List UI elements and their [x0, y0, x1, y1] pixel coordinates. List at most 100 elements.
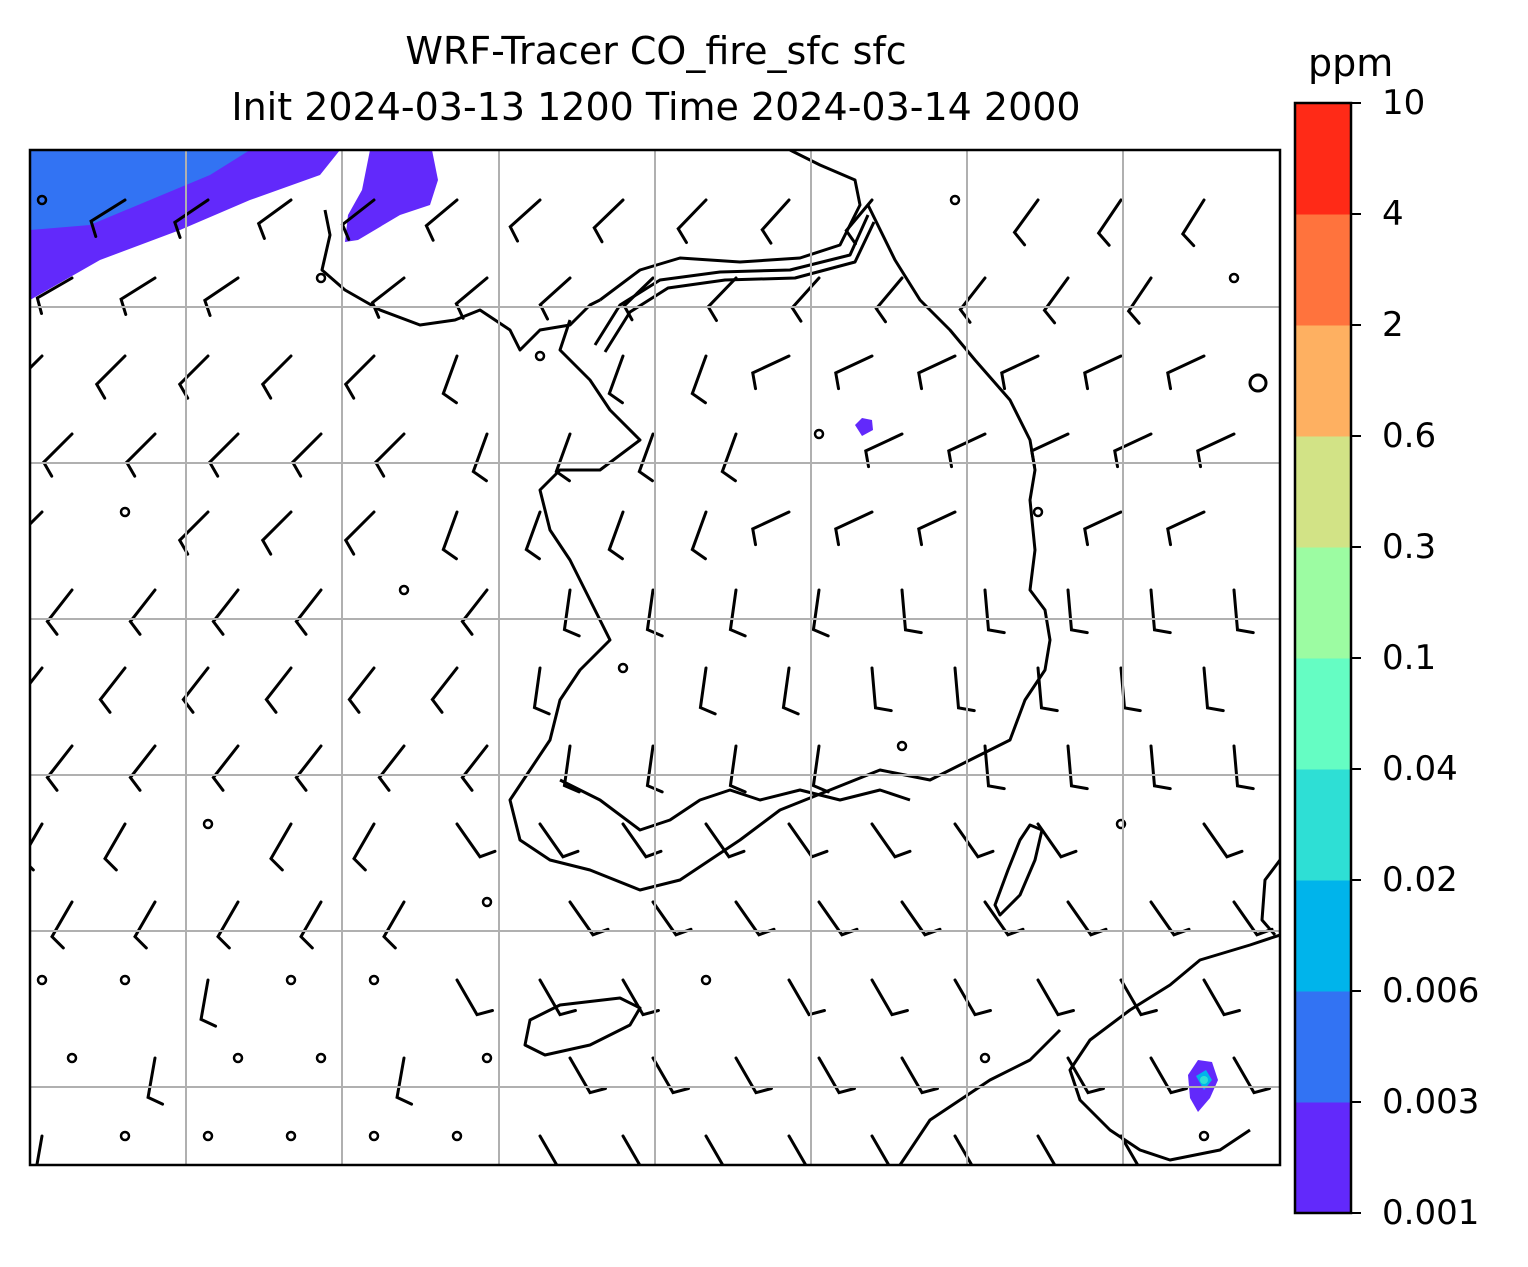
wind-barb	[720, 432, 738, 483]
wind-barb	[622, 276, 655, 322]
colorbar-frame	[1293, 101, 1353, 1215]
map-title-line-2: Init 2024-03-13 1200 Time 2024-03-14 200…	[231, 85, 1081, 129]
wind-barb	[128, 744, 157, 792]
wind-barb	[645, 588, 664, 638]
wind-barb	[1119, 978, 1158, 1017]
wind-barb	[554, 432, 572, 483]
tracer-patch-center	[855, 418, 873, 436]
wind-barb	[45, 588, 74, 636]
wind-barb	[870, 822, 912, 859]
calm-wind-marker	[617, 662, 629, 674]
wind-barb	[637, 432, 655, 483]
wind-barb	[817, 900, 859, 937]
wind-barb	[343, 510, 376, 556]
wind-barb	[177, 510, 210, 556]
map-plot-area	[30, 150, 1280, 1165]
wind-barb	[454, 276, 489, 320]
colorbar-tick-label: 0.6	[1382, 416, 1437, 456]
border-river-outer	[603, 221, 876, 353]
wind-barb	[734, 900, 776, 937]
calm-wind-marker	[534, 350, 546, 362]
wind-barb	[1042, 276, 1070, 325]
calm-wind-marker	[1032, 506, 1044, 518]
wind-barb	[203, 276, 240, 317]
wind-barb	[41, 432, 74, 478]
wind-barb	[690, 354, 708, 405]
wind-barb	[471, 432, 489, 483]
wind-barb	[524, 510, 542, 561]
island-tsushima	[993, 823, 1044, 917]
wind-barb	[834, 510, 874, 547]
wind-barb	[199, 978, 218, 1028]
wind-barb	[760, 198, 791, 245]
wind-barb	[395, 1056, 414, 1106]
wind-barb	[181, 666, 210, 714]
colorbar-tick-label: 0.003	[1382, 1082, 1480, 1122]
wind-barb	[30, 510, 44, 527]
wind-barb	[377, 744, 406, 792]
calm-wind-marker	[1228, 272, 1240, 284]
wind-barb	[676, 198, 708, 244]
wind-barb	[1232, 588, 1255, 635]
wind-barb	[1196, 432, 1236, 469]
calm-wind-marker	[1115, 818, 1127, 830]
wind-barb	[751, 510, 791, 547]
wind-barb	[1066, 744, 1089, 791]
colorbar-unit: ppm	[1308, 41, 1394, 85]
wind-barb	[621, 1134, 659, 1165]
calm-wind-marker	[368, 1130, 380, 1142]
calm-wind-marker	[285, 974, 297, 986]
colorbar-tick-label: 4	[1382, 194, 1404, 234]
wind-barb	[30, 666, 44, 686]
wind-barb	[94, 354, 127, 400]
calm-wind-marker	[398, 584, 410, 596]
wind-barb	[50, 900, 74, 950]
wind-barb	[128, 588, 157, 636]
tracer-plume-southeast-peak	[1200, 1076, 1208, 1084]
wind-barb	[706, 276, 738, 322]
wind-barb	[562, 588, 581, 638]
wind-barb	[751, 354, 791, 391]
wind-barb	[568, 900, 610, 937]
wind-barb	[207, 432, 240, 478]
wind-barb	[870, 666, 893, 713]
calm-wind-marker	[119, 1130, 131, 1142]
wind-barb	[460, 588, 489, 636]
calm-wind-marker	[119, 974, 131, 986]
calm-wind-marker	[202, 818, 214, 830]
calm-wind-marker	[119, 506, 131, 518]
calm-wind-marker	[451, 1130, 463, 1142]
wind-barb	[790, 276, 821, 323]
calm-wind-marker	[481, 1052, 493, 1064]
wind-barb	[1066, 588, 1089, 635]
wind-barb	[953, 978, 992, 1017]
colorbar-tick-label: 0.02	[1382, 860, 1458, 900]
wind-barb	[538, 276, 572, 321]
wind-barb	[133, 900, 157, 950]
wind-barb	[98, 666, 127, 714]
wind-barb	[1232, 744, 1255, 791]
wind-barb	[1180, 198, 1206, 248]
wind-barb	[532, 666, 551, 716]
wind-barb	[256, 198, 293, 240]
wind-barb	[216, 900, 240, 950]
wind-barb	[460, 744, 489, 792]
wind-barb	[211, 744, 240, 792]
wind-barb	[1202, 666, 1225, 713]
wind-barb	[370, 276, 406, 319]
wind-barb	[1149, 1056, 1188, 1095]
coastline-korea-south-islands	[559, 778, 911, 832]
wind-barb	[1036, 822, 1078, 859]
wind-barb	[455, 822, 497, 859]
wind-barb	[734, 1056, 773, 1095]
wind-barb	[343, 354, 376, 400]
calm-wind-marker	[896, 740, 908, 752]
wind-barb	[1030, 432, 1070, 469]
wind-barb	[1083, 510, 1123, 547]
wind-barb	[900, 1056, 939, 1095]
wind-barb	[864, 432, 904, 469]
coastline-china-north	[320, 209, 601, 352]
wind-barbs	[30, 194, 1274, 1165]
colorbar-band	[1295, 103, 1351, 215]
wind-barb	[983, 588, 1006, 635]
